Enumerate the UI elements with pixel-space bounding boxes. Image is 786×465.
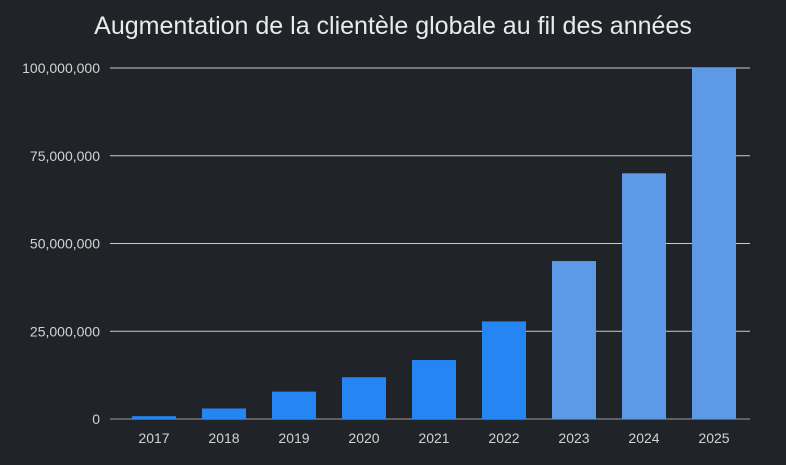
y-tick-label: 25,000,000 <box>30 323 100 339</box>
bar <box>132 416 176 419</box>
bar <box>692 68 736 419</box>
x-tick-label: 2025 <box>698 430 729 446</box>
bar <box>622 173 666 419</box>
bar <box>552 261 596 419</box>
y-tick-label: 0 <box>92 411 100 427</box>
x-tick-label: 2022 <box>488 430 519 446</box>
x-tick-label: 2024 <box>628 430 659 446</box>
x-tick-label: 2023 <box>558 430 589 446</box>
x-tick-label: 2018 <box>208 430 239 446</box>
bar <box>272 391 316 419</box>
x-tick-label: 2019 <box>278 430 309 446</box>
x-tick-label: 2017 <box>138 430 169 446</box>
bar <box>342 377 386 419</box>
bar <box>482 321 526 419</box>
y-tick-label: 100,000,000 <box>22 60 100 76</box>
x-tick-label: 2020 <box>348 430 379 446</box>
y-tick-label: 50,000,000 <box>30 236 100 252</box>
y-tick-label: 75,000,000 <box>30 148 100 164</box>
chart-title: Augmentation de la clientèle globale au … <box>94 12 692 40</box>
x-tick-label: 2021 <box>418 430 449 446</box>
bar <box>412 360 456 419</box>
bar <box>202 408 246 419</box>
